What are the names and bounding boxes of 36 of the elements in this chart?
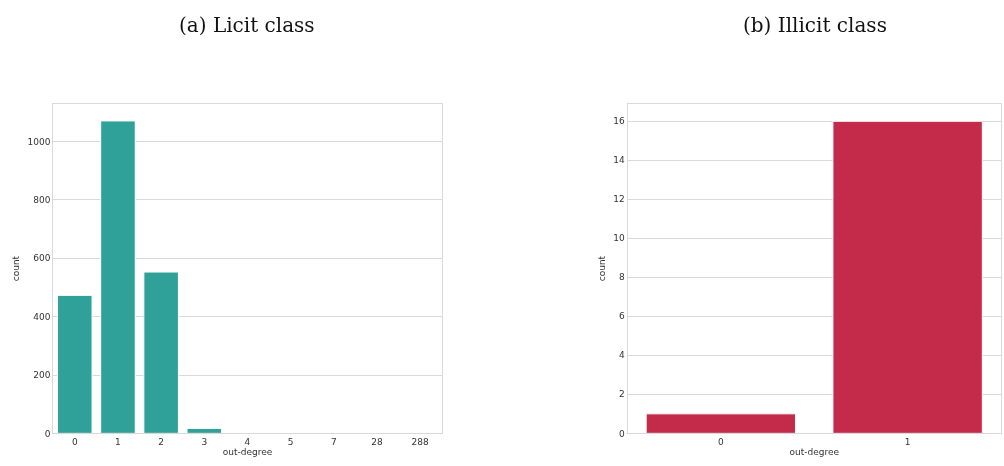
bar (186, 427, 223, 434)
y-tick-label: 400 (33, 311, 51, 322)
x-tick-label: 0 (718, 437, 724, 448)
x-tick-label: 1 (115, 437, 121, 448)
x-tick-label: 3 (201, 437, 208, 448)
x-tick-label: 2 (158, 437, 165, 448)
y-tick-label: 2 (618, 389, 625, 400)
x-tick-label: 1 (904, 437, 911, 448)
y-axis-title: count (596, 255, 607, 282)
y-tick-label: 12 (613, 194, 625, 205)
y-tick-label: 200 (33, 370, 51, 381)
x-tick-label: 288 (411, 437, 430, 448)
y-tick-label: 14 (613, 155, 625, 166)
x-tick-label: 5 (287, 437, 294, 448)
y-tick-label: 8 (618, 272, 625, 283)
y-tick-label: 1000 (27, 136, 51, 147)
y-axis-title: count (10, 255, 21, 282)
x-tick-label: 4 (244, 437, 251, 448)
chart-title: (b) Illicit class (743, 13, 887, 37)
y-tick-label: 6 (618, 311, 625, 322)
chart-title: (a) Licit class (179, 13, 315, 37)
x-axis-title: out-degree (222, 447, 273, 458)
y-tick-label: 600 (33, 253, 51, 264)
x-tick-label: 7 (330, 437, 337, 448)
y-tick-label: 800 (33, 195, 51, 206)
x-axis-title: out-degree (789, 446, 840, 457)
y-tick-label: 0 (618, 428, 625, 439)
bar (57, 294, 93, 434)
bar (100, 120, 136, 434)
y-tick-label: 4 (618, 350, 625, 361)
y-tick-label: 10 (613, 233, 625, 244)
y-tick-label: 0 (44, 428, 51, 439)
y-tick-label: 16 (613, 116, 625, 127)
x-tick-label: 0 (71, 437, 78, 448)
x-tick-label: 28 (371, 437, 383, 448)
bar (143, 271, 179, 434)
